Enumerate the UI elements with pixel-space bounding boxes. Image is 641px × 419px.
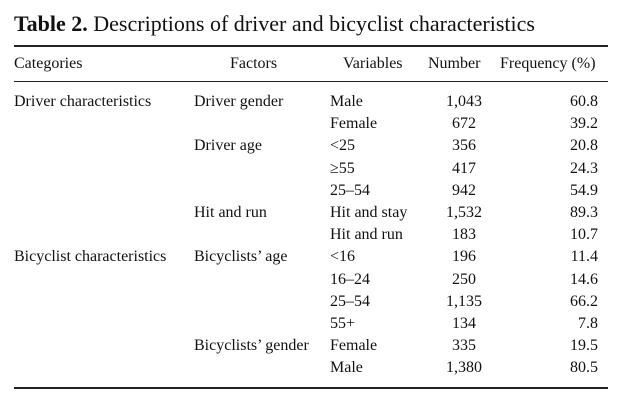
row-frequency: 24.3: [570, 159, 598, 177]
row-number: 417: [452, 159, 476, 177]
row-frequency: 10.7: [570, 226, 598, 244]
caption-label: Table 2.: [14, 11, 88, 36]
row-factor: Hit and run: [194, 204, 267, 221]
row-number: 134: [452, 315, 476, 332]
row-frequency: 89.3: [570, 204, 598, 221]
row-number: 356: [452, 137, 476, 155]
row-variable: 16–24: [330, 270, 370, 288]
row-variable: Hit and run: [330, 226, 403, 244]
caption-text: Descriptions of driver and bicyclist cha…: [93, 11, 535, 36]
row-factor: Bicyclists’ gender: [194, 337, 309, 355]
row-frequency: 60.8: [570, 93, 598, 110]
row-category: Driver characteristics: [14, 93, 152, 110]
row-number: 335: [452, 337, 476, 355]
row-frequency: 39.2: [570, 115, 598, 133]
top-rule: [14, 45, 608, 47]
row-variable: Hit and stay: [330, 204, 408, 221]
header-frequency: Frequency (%): [500, 55, 596, 72]
row-number: 942: [452, 181, 476, 199]
row-frequency: 80.5: [570, 359, 598, 377]
row-variable: Male: [330, 359, 363, 377]
header-categories: Categories: [14, 55, 83, 72]
row-variable: ≥55: [330, 159, 355, 177]
row-number: 196: [452, 248, 476, 266]
row-frequency: 19.5: [570, 337, 598, 355]
row-number: 1,135: [446, 292, 482, 310]
row-variable: <16: [330, 248, 356, 266]
row-frequency: 7.8: [578, 315, 598, 332]
row-frequency: 11.4: [570, 248, 598, 266]
row-factor: Driver gender: [194, 93, 284, 110]
row-frequency: 66.2: [570, 292, 598, 310]
row-frequency: 54.9: [570, 181, 598, 199]
row-variable: 25–54: [330, 292, 370, 310]
row-number: 1,532: [446, 204, 482, 221]
row-frequency: 20.8: [570, 137, 598, 155]
row-variable: Female: [330, 337, 378, 355]
header-number: Number: [428, 55, 481, 72]
row-variable: Female: [330, 115, 378, 133]
table-caption: Table 2. Descriptions of driver and bicy…: [14, 11, 535, 37]
row-number: 250: [452, 270, 476, 288]
row-number: 1,043: [446, 93, 482, 110]
bottom-rule: [14, 387, 608, 389]
row-variable: <25: [330, 137, 356, 155]
row-variable: 25–54: [330, 181, 370, 199]
row-variable: Male: [330, 93, 363, 110]
header-factors: Factors: [230, 55, 278, 72]
header-rule: [14, 81, 608, 82]
row-factor: Driver age: [194, 137, 262, 155]
row-variable: 55+: [330, 315, 356, 332]
row-number: 1,380: [446, 359, 482, 377]
row-number: 672: [452, 115, 476, 133]
header-variables: Variables: [343, 55, 403, 72]
row-number: 183: [452, 226, 476, 244]
row-category: Bicyclist characteristics: [14, 248, 167, 266]
row-factor: Bicyclists’ age: [194, 248, 288, 266]
row-frequency: 14.6: [570, 270, 598, 288]
